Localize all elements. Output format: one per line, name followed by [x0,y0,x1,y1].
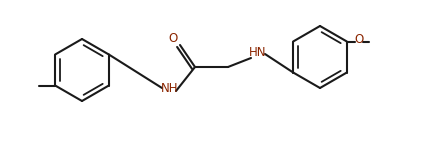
Text: O: O [354,33,363,46]
Text: HN: HN [249,47,267,59]
Text: O: O [168,32,178,46]
Text: NH: NH [161,83,179,96]
